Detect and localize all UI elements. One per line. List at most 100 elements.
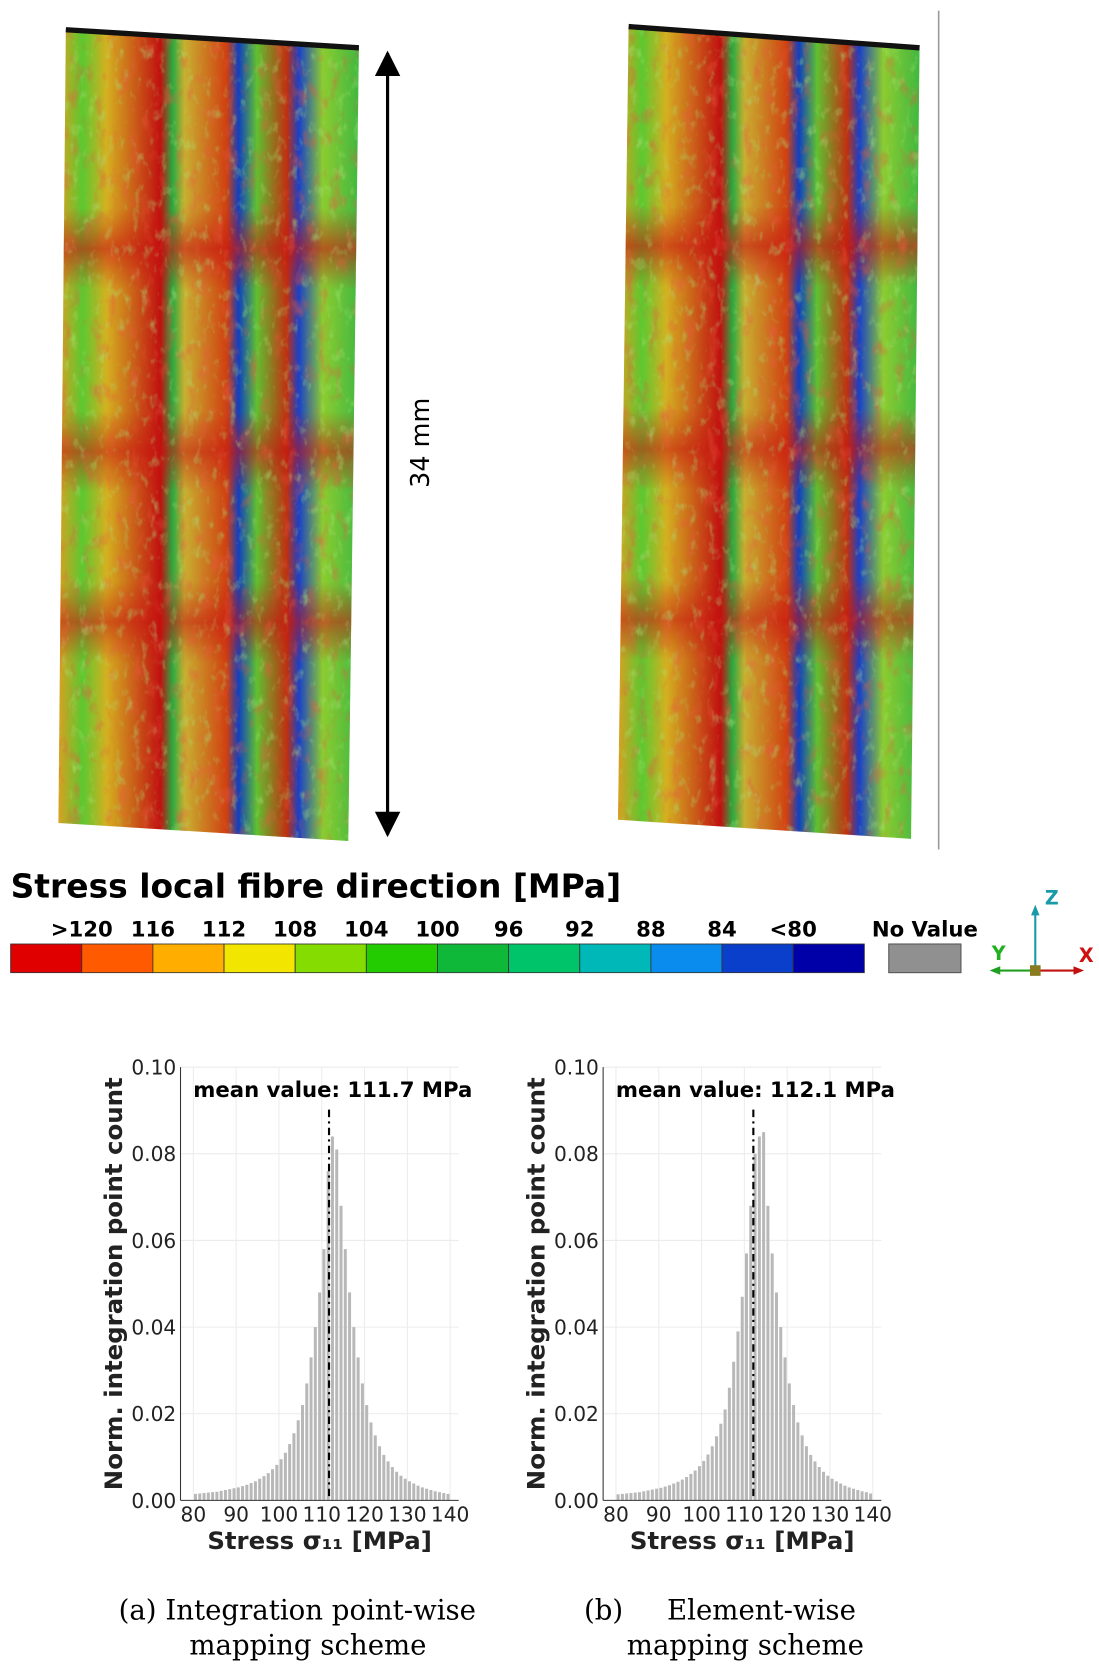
mean-label: mean value: 112.1 MPa — [616, 1078, 895, 1103]
bar — [211, 1492, 215, 1501]
bar — [762, 1132, 766, 1501]
legend-swatch — [365, 943, 438, 974]
bar — [352, 1327, 356, 1501]
bar — [365, 1405, 369, 1501]
bar — [723, 1409, 727, 1501]
bar — [339, 1205, 343, 1501]
legend-swatch — [223, 943, 296, 974]
bar — [676, 1481, 680, 1501]
legend-swatch — [650, 943, 723, 974]
caption: (a) Integration point-wise — [119, 1593, 476, 1626]
bar — [300, 1405, 304, 1501]
legend-label: 100 — [415, 918, 459, 943]
legend-swatch — [10, 943, 83, 974]
bar — [215, 1491, 219, 1501]
bar — [710, 1446, 714, 1501]
bar — [360, 1383, 364, 1501]
bar — [663, 1486, 667, 1501]
legend-label: 116 — [131, 918, 175, 943]
y-tick-label: 0.04 — [131, 1316, 176, 1340]
x-tick-label: 100 — [682, 1503, 720, 1527]
bar — [792, 1405, 796, 1501]
bar — [680, 1479, 684, 1501]
bar — [740, 1296, 744, 1501]
y-tick-label: 0.02 — [131, 1402, 176, 1426]
bar — [318, 1292, 322, 1501]
colorbar: >120 116 112 108 104 100 96 92 88 84 <80 — [10, 918, 865, 974]
legend-label: 104 — [344, 918, 388, 943]
bar — [446, 1493, 450, 1501]
bar — [860, 1491, 864, 1501]
x-tick-label: 140 — [854, 1503, 892, 1527]
bar — [253, 1481, 257, 1501]
bar — [283, 1452, 287, 1501]
legend-swatch — [508, 943, 581, 974]
legend-label: 108 — [273, 918, 317, 943]
bar — [433, 1491, 437, 1501]
bar — [420, 1487, 424, 1501]
bar — [262, 1476, 266, 1501]
legend-swatch — [579, 943, 652, 974]
bar — [322, 1249, 326, 1501]
bar — [305, 1383, 309, 1501]
dimension-label: 34 mm — [406, 398, 436, 488]
bar — [193, 1493, 197, 1501]
bar — [834, 1481, 838, 1501]
bar — [343, 1249, 347, 1501]
bar — [399, 1475, 403, 1501]
bar — [839, 1483, 843, 1501]
legend-swatch — [792, 943, 865, 974]
bar — [766, 1205, 770, 1501]
bar — [783, 1357, 787, 1501]
bar — [258, 1478, 262, 1501]
bar — [395, 1471, 399, 1501]
bar — [241, 1486, 245, 1501]
histogram-panel: 0.00 0.02 0.04 0.06 0.08 0.10 80 90 100 110 120 130… — [522, 1056, 895, 1556]
y-tick-label: 0.08 — [131, 1142, 176, 1166]
bar — [245, 1484, 249, 1501]
legend-swatch — [437, 943, 510, 974]
y-tick-label: 0.08 — [554, 1142, 599, 1166]
bar — [403, 1478, 407, 1501]
x-tick-label: 130 — [388, 1503, 426, 1527]
x-tick-label: 100 — [260, 1503, 298, 1527]
bar — [689, 1473, 693, 1501]
caption: mapping scheme — [189, 1628, 426, 1661]
bar — [296, 1420, 300, 1501]
legend-title: Stress local fibre direction [MPa] — [11, 866, 622, 905]
no-value-swatch — [888, 943, 962, 974]
bar — [223, 1489, 227, 1501]
x-axis-label: X — [1079, 944, 1094, 967]
bar — [416, 1485, 420, 1501]
bar — [236, 1487, 240, 1501]
bar — [378, 1446, 382, 1501]
bar — [719, 1423, 723, 1501]
bar — [732, 1361, 736, 1501]
y-tick-label: 0.10 — [131, 1056, 176, 1080]
x-axis-title: Stress σ₁₁ [MPa] — [207, 1526, 432, 1555]
bar — [206, 1492, 210, 1501]
legend-label: 112 — [202, 918, 246, 943]
bar — [382, 1454, 386, 1501]
bar — [637, 1492, 642, 1501]
bar — [356, 1357, 360, 1501]
bar — [646, 1490, 650, 1501]
bar — [198, 1493, 202, 1501]
bar — [271, 1469, 275, 1501]
bar — [804, 1446, 808, 1501]
x-tick-label: 110 — [303, 1503, 341, 1527]
legend-swatch — [721, 943, 794, 974]
bar — [288, 1444, 292, 1501]
bar — [770, 1253, 774, 1501]
bar — [655, 1488, 659, 1501]
y-tick-label: 0.02 — [554, 1402, 599, 1426]
x-tick-label: 140 — [431, 1503, 469, 1527]
x-axis-title: Stress σ₁₁ [MPa] — [630, 1526, 855, 1555]
bar — [629, 1493, 633, 1501]
bar — [249, 1483, 253, 1501]
legend-swatch — [81, 943, 154, 974]
legend-swatch — [294, 943, 367, 974]
bar — [275, 1464, 279, 1501]
bar — [672, 1483, 676, 1501]
